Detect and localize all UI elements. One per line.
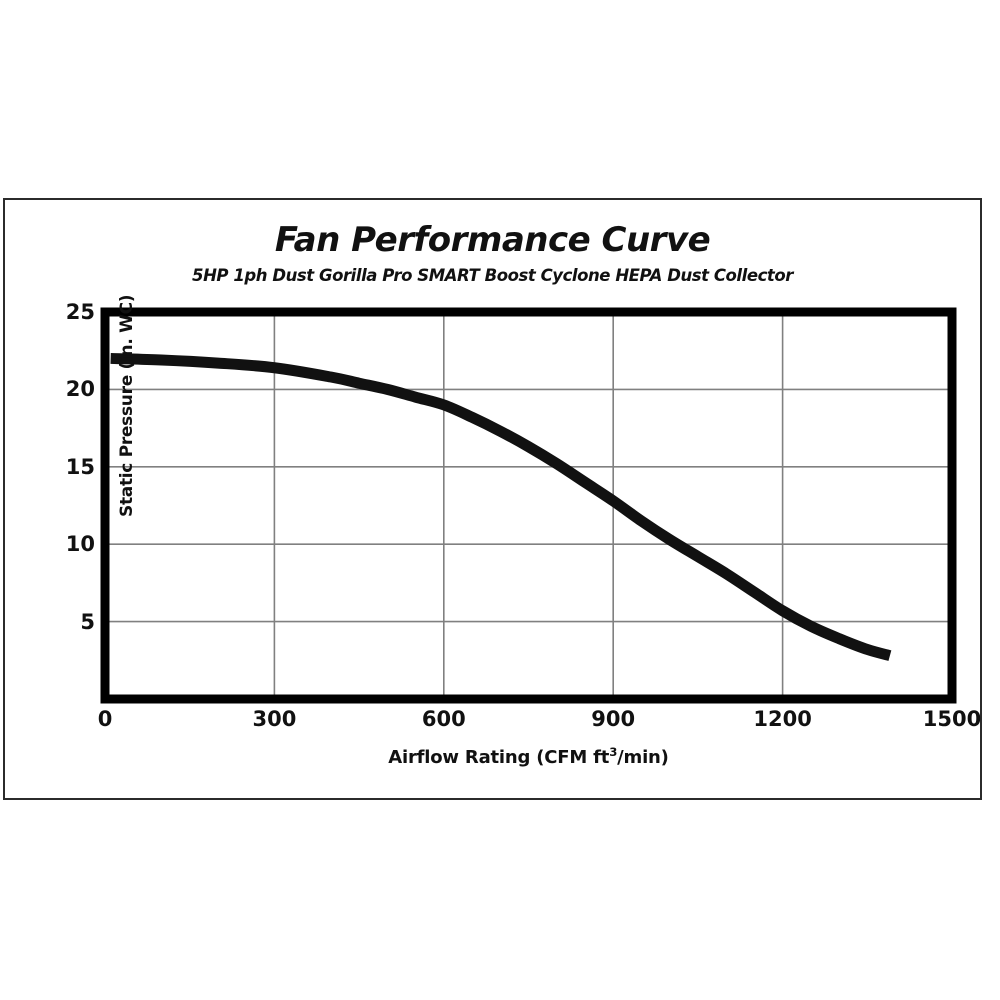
plot-area: 5 10 15 20 25 0 300 600 900 1200 1500 Static Pres…: [66, 294, 981, 768]
y-tick-label-5: 5: [80, 609, 95, 634]
x-tick-label-1200: 1200: [753, 707, 812, 731]
horizontal-gridlines: [105, 388, 952, 623]
chart-title: Fan Performance Curve: [274, 220, 711, 260]
vertical-gridlines: [273, 312, 784, 699]
x-tick-label-600: 600: [421, 707, 466, 731]
x-axis-label-prefix: Airflow Rating (CFM ft: [388, 747, 610, 768]
chart-subtitle: 5HP 1ph Dust Gorilla Pro SMART Boost Cyc…: [192, 266, 793, 285]
x-tick-label-0: 0: [97, 707, 113, 731]
x-tick-label-300: 300: [252, 707, 297, 731]
x-tick-label-1500: 1500: [922, 707, 982, 731]
y-axis-label: Static Pressure (in. WC): [117, 294, 137, 517]
y-tick-label-25: 25: [65, 300, 95, 324]
series-group: [110, 352, 892, 661]
y-tick-label-10: 10: [65, 532, 95, 557]
x-axis-label-superscript: 3: [609, 745, 618, 759]
fan-performance-plot: [100, 307, 957, 704]
chart-card: Fan Performance Curve 5HP 1ph Dust Goril…: [3, 198, 982, 800]
y-tick-label-15: 15: [65, 454, 95, 479]
x-axis-label-suffix: /min): [617, 747, 669, 768]
x-tick-label-900: 900: [591, 707, 636, 731]
x-axis-label: Airflow Rating (CFM ft3/min): [105, 745, 952, 768]
plot-frame: [100, 307, 957, 704]
y-tick-label-20: 20: [65, 377, 95, 402]
performance-curve-line: [110, 352, 892, 661]
